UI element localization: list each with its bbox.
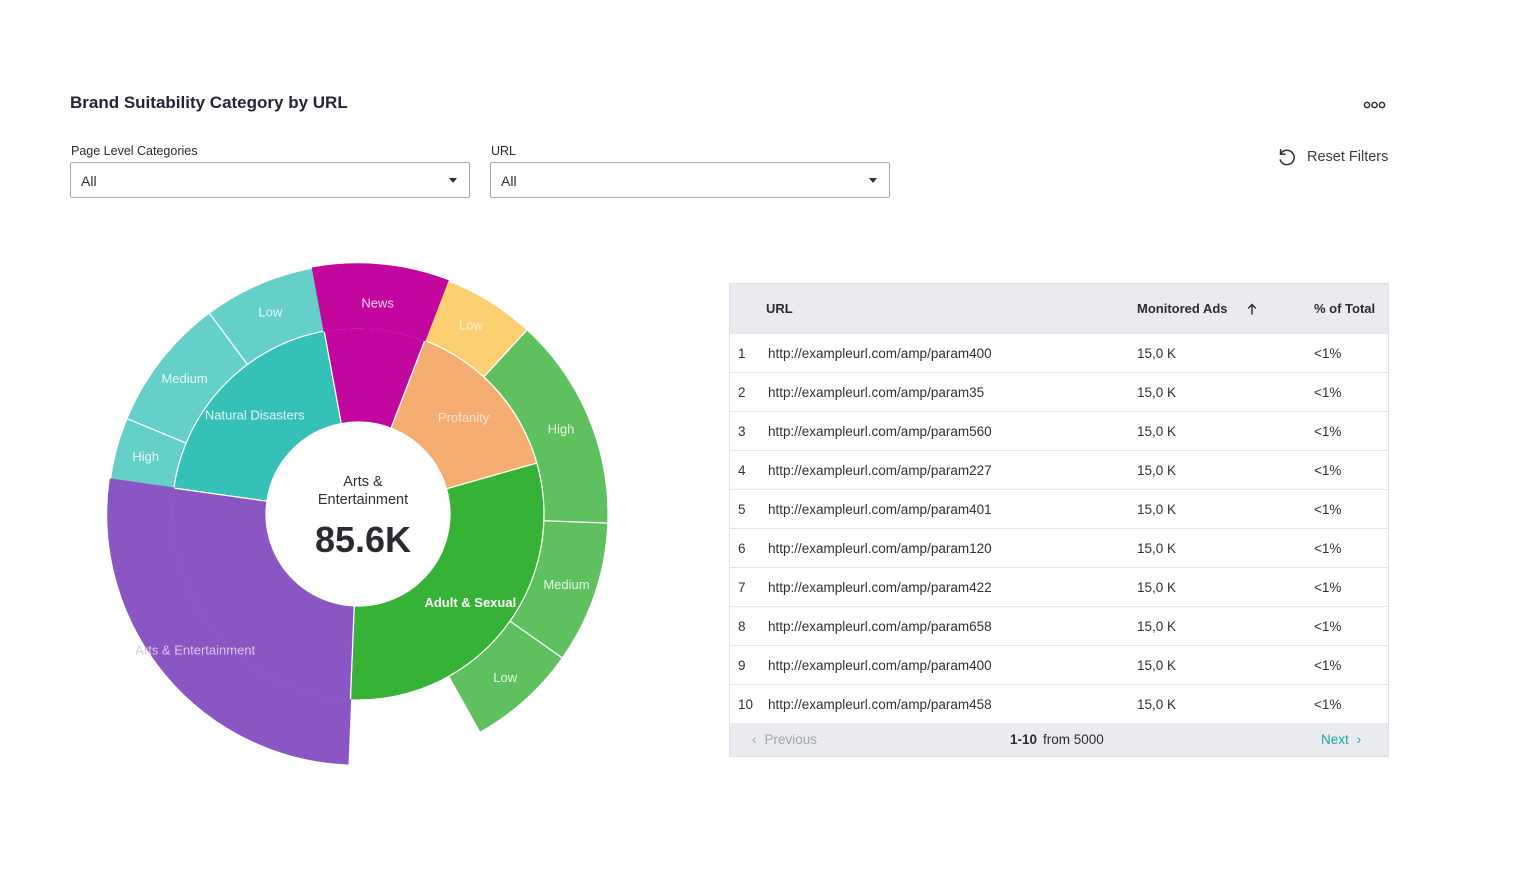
row-percent-total: <1% — [1314, 385, 1342, 400]
row-monitored-ads: 15,0 K — [1137, 697, 1177, 712]
row-percent-total: <1% — [1314, 346, 1342, 361]
pagination: ‹ Previous 1-10 from 5000 Next › — [730, 723, 1388, 756]
center-label: Entertainment — [318, 492, 408, 508]
row-percent-total: <1% — [1314, 580, 1342, 595]
category-filter-label: Page Level Categories — [71, 144, 198, 158]
outer-segment-adult-and-sexual-low[interactable] — [447, 620, 564, 734]
column-header-url[interactable]: URL — [766, 301, 793, 316]
row-index: 8 — [738, 619, 746, 634]
row-monitored-ads: 15,0 K — [1137, 658, 1177, 673]
center-hole — [266, 422, 450, 606]
table-header: URL Monitored Ads % of Total — [730, 284, 1388, 333]
outer-label-natural-disasters-low: Low — [258, 305, 282, 320]
row-url[interactable]: http://exampleurl.com/amp/param658 — [768, 619, 992, 634]
row-percent-total: <1% — [1314, 697, 1342, 712]
row-index: 4 — [738, 463, 746, 478]
row-index: 5 — [738, 502, 746, 517]
reset-filters-label: Reset Filters — [1307, 149, 1389, 165]
next-label: Next — [1321, 732, 1349, 747]
table-row[interactable]: 2 http://exampleurl.com/amp/param35 15,0… — [730, 372, 1388, 412]
refresh-icon — [1279, 148, 1295, 166]
category-select[interactable]: All — [70, 162, 470, 198]
inner-label-adult-and-sexual: Adult & Sexual — [424, 595, 516, 610]
page-total-text: from 5000 — [1043, 732, 1104, 747]
page-range: 1-10 from 5000 — [1010, 732, 1104, 747]
column-header-percent-total[interactable]: % of Total — [1314, 301, 1376, 316]
outer-label-adult-and-sexual-low: Low — [493, 670, 517, 685]
outer-label-adult-and-sexual-medium: Medium — [543, 577, 589, 592]
caret-down-icon — [449, 178, 457, 183]
row-index: 6 — [738, 541, 746, 556]
row-monitored-ads: 15,0 K — [1137, 424, 1177, 439]
row-url[interactable]: http://exampleurl.com/amp/param458 — [768, 697, 992, 712]
center-label: Arts & — [343, 474, 383, 490]
table-row[interactable]: 4 http://exampleurl.com/amp/param227 15,… — [730, 450, 1388, 490]
row-url[interactable]: http://exampleurl.com/amp/param400 — [768, 346, 992, 361]
row-url[interactable]: http://exampleurl.com/amp/param560 — [768, 424, 992, 439]
inner-label-news: News — [361, 295, 394, 310]
url-select[interactable]: All — [490, 162, 890, 198]
chevron-left-icon: ‹ — [752, 732, 757, 747]
row-url[interactable]: http://exampleurl.com/amp/param422 — [768, 580, 992, 595]
chevron-right-icon: › — [1356, 732, 1362, 747]
row-percent-total: <1% — [1314, 658, 1342, 673]
url-table: URL Monitored Ads % of Total 1 http://ex… — [729, 283, 1389, 757]
row-monitored-ads: 15,0 K — [1137, 580, 1177, 595]
chart-title: Brand Suitability Category by URL — [70, 93, 348, 112]
row-percent-total: <1% — [1314, 619, 1342, 634]
row-percent-total: <1% — [1314, 463, 1342, 478]
url-select-value: All — [501, 173, 517, 189]
row-monitored-ads: 15,0 K — [1137, 541, 1177, 556]
previous-page-button[interactable]: ‹ Previous — [752, 732, 817, 747]
page-range-value: 1-10 — [1010, 732, 1038, 747]
next-page-button[interactable]: Next › — [1321, 732, 1361, 747]
row-url[interactable]: http://exampleurl.com/amp/param400 — [768, 658, 992, 673]
row-index: 9 — [738, 658, 746, 673]
row-url[interactable]: http://exampleurl.com/amp/param120 — [768, 541, 992, 556]
column-header-monitored-ads[interactable]: Monitored Ads — [1137, 301, 1228, 316]
row-monitored-ads: 15,0 K — [1137, 385, 1177, 400]
row-percent-total: <1% — [1314, 424, 1342, 439]
outer-label-natural-disasters-high: High — [132, 449, 159, 464]
table-row[interactable]: 6 http://exampleurl.com/amp/param120 15,… — [730, 528, 1388, 568]
row-index: 7 — [738, 580, 746, 595]
center-value: 85.6K — [315, 519, 411, 560]
more-horizontal-icon[interactable] — [1360, 96, 1390, 114]
outer-label-natural-disasters-medium: Medium — [161, 371, 207, 386]
arrow-up-icon[interactable] — [1247, 303, 1257, 315]
row-url[interactable]: http://exampleurl.com/amp/param401 — [768, 502, 992, 517]
row-url[interactable]: http://exampleurl.com/amp/param227 — [768, 463, 992, 478]
row-index: 1 — [738, 346, 746, 361]
caret-down-icon — [869, 178, 877, 183]
row-percent-total: <1% — [1314, 541, 1342, 556]
inner-label-profanity: Profanity — [438, 410, 490, 425]
row-monitored-ads: 15,0 K — [1137, 619, 1177, 634]
row-monitored-ads: 15,0 K — [1137, 463, 1177, 478]
reset-filters-button[interactable]: Reset Filters — [1276, 145, 1388, 169]
row-index: 2 — [738, 385, 746, 400]
row-monitored-ads: 15,0 K — [1137, 502, 1177, 517]
previous-label: Previous — [764, 732, 818, 747]
url-filter-label: URL — [491, 144, 517, 158]
sunburst-chart: Natural Disasters Profanity Adult & Sexual… — [107, 263, 609, 765]
inner-label-natural-disasters: Natural Disasters — [205, 408, 305, 423]
row-monitored-ads: 15,0 K — [1137, 346, 1177, 361]
table-row[interactable]: 9 http://exampleurl.com/amp/param400 15,… — [730, 645, 1388, 685]
row-percent-total: <1% — [1314, 502, 1342, 517]
table-row[interactable]: 8 http://exampleurl.com/amp/param658 15,… — [730, 606, 1388, 646]
category-select-value: All — [81, 173, 97, 189]
table-row[interactable]: 10 http://exampleurl.com/amp/param458 15… — [730, 684, 1388, 724]
outer-segment-arts-and-entertainment[interactable] — [107, 478, 352, 765]
table-row[interactable]: 5 http://exampleurl.com/amp/param401 15,… — [730, 489, 1388, 529]
row-url[interactable]: http://exampleurl.com/amp/param35 — [768, 385, 985, 400]
row-index: 10 — [738, 697, 754, 712]
outer-label-profanity-low: Low — [459, 318, 483, 333]
row-index: 3 — [738, 424, 746, 439]
inner-label-arts-and-entertainment: Arts & Entertainment — [135, 642, 255, 657]
outer-segment-news[interactable] — [311, 263, 449, 342]
table-row[interactable]: 1 http://exampleurl.com/amp/param400 15,… — [730, 333, 1388, 373]
table-row[interactable]: 7 http://exampleurl.com/amp/param422 15,… — [730, 567, 1388, 607]
outer-label-adult-and-sexual-high: High — [548, 422, 575, 437]
table-row[interactable]: 3 http://exampleurl.com/amp/param560 15,… — [730, 411, 1388, 451]
